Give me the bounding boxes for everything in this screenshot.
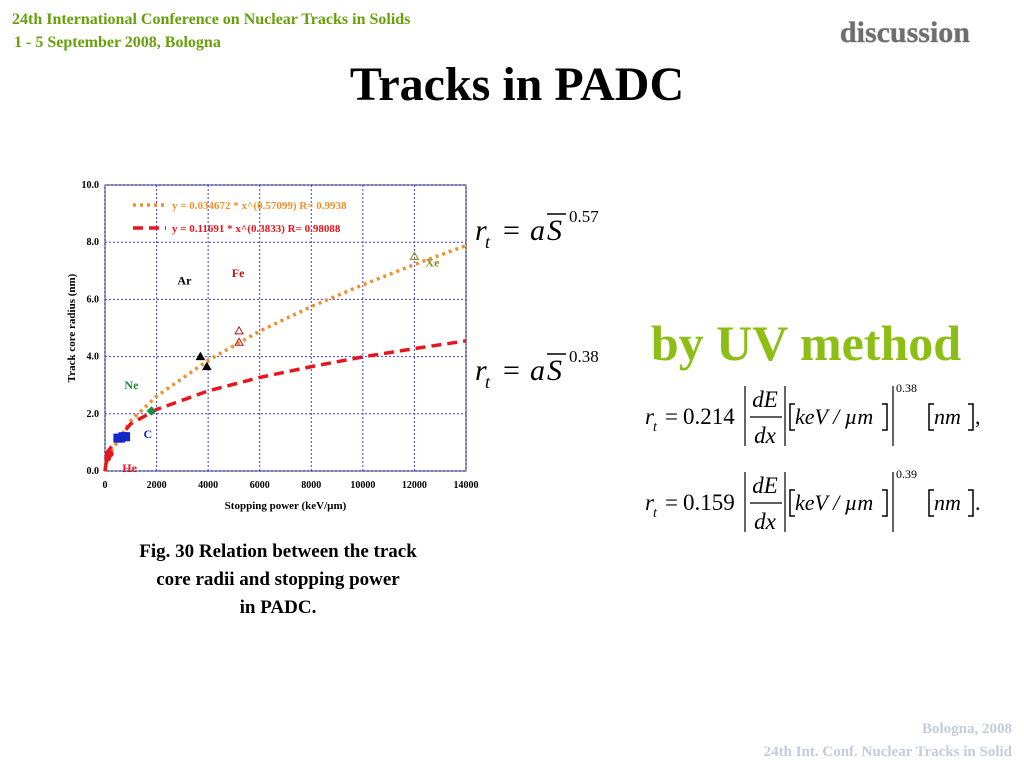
data-point [146, 406, 157, 416]
f-rel: = [665, 404, 678, 429]
y-tick-label: 0.0 [87, 466, 100, 477]
eq-sub: t [485, 232, 491, 252]
eq-lhs: r [475, 214, 487, 247]
f-end: . [975, 490, 981, 515]
conference: 24th International Conference on Nuclear… [12, 11, 410, 28]
caption: Fig. 30 Relation between the track core r… [139, 541, 417, 618]
bracket [968, 403, 974, 431]
eq-var: S [547, 214, 562, 247]
f-end: , [975, 404, 981, 429]
point-label: Xe [425, 256, 440, 270]
f-sub: t [653, 420, 658, 435]
method: by UV method [651, 315, 961, 371]
bracket [882, 489, 888, 517]
data-point [106, 450, 114, 458]
bracket [882, 403, 888, 431]
point-label: C [144, 427, 153, 441]
x-tick-label: 4000 [198, 480, 218, 491]
bracket [789, 489, 795, 517]
bracket [968, 489, 974, 517]
x-tick-label: 10000 [350, 480, 375, 491]
bracket [789, 403, 795, 431]
data-point [234, 325, 244, 335]
point-label: Ar [177, 274, 192, 288]
eq-lhs: r [475, 354, 487, 387]
y-axis-label: Track core radius (nm) [66, 273, 78, 382]
eq-sub: t [485, 372, 491, 392]
y-tick-label: 2.0 [87, 409, 100, 420]
y-tick-label: 8.0 [87, 237, 100, 248]
chart: 0.0 2.0 4.0 6.0 8.0 10.0 0 2000 4000 6000 8000 1000… [66, 180, 479, 512]
f-num: dE [752, 387, 778, 412]
f-exp: 0.39 [896, 467, 917, 481]
footer-place: Bologna, 2008 [922, 721, 1012, 737]
f-lhs: r [645, 404, 655, 429]
data-point [121, 432, 131, 442]
x-tick-label: 12000 [402, 480, 427, 491]
f-unit: keV / µm [795, 404, 873, 429]
data-point [201, 361, 212, 371]
x-axis-label: Stopping power (keV/µm) [225, 500, 347, 512]
legend-label: y = 0.034672 * x^(0.57099) R= 0.9938 [172, 200, 347, 212]
f-den: dx [754, 509, 777, 534]
f-rel: = [665, 490, 678, 515]
f-unit: keV / µm [795, 490, 873, 515]
f-result-unit: nm [934, 490, 961, 515]
eq-rel: = [503, 354, 520, 387]
f-sub: t [653, 506, 658, 521]
f-exp: 0.38 [896, 381, 917, 395]
x-tick-label: 8000 [301, 480, 321, 491]
dates: 1 - 5 September 2008, Bologna [14, 34, 221, 51]
eq-coef: a [530, 354, 545, 387]
plot-area [104, 184, 467, 472]
eq-exp: 0.38 [569, 347, 599, 366]
x-tick-label: 6000 [250, 480, 270, 491]
section: discussion [840, 16, 970, 49]
data-point [195, 351, 206, 361]
point-label: Ne [124, 378, 139, 392]
f-num: dE [752, 473, 778, 498]
f-lhs: r [645, 490, 655, 515]
point-label: He [122, 461, 137, 475]
y-tick-label: 6.0 [87, 294, 100, 305]
eq-exp: 0.57 [569, 207, 599, 226]
data-point [234, 337, 244, 346]
y-tick-label: 10.0 [82, 180, 100, 191]
footer-conference: 24th Int. Conf. Nuclear Tracks in Solid [764, 744, 1013, 760]
f-den: dx [754, 423, 777, 448]
bracket [928, 489, 934, 517]
slide-title: Tracks in PADC [350, 58, 684, 111]
bracket [928, 403, 934, 431]
eq-var: S [547, 354, 562, 387]
x-tick-label: 14000 [454, 480, 479, 491]
y-tick-label: 4.0 [87, 352, 100, 363]
x-tick-label: 2000 [147, 480, 167, 491]
legend-label: y = 0.11691 * x^(0.3833) R= 0.98088 [172, 223, 341, 235]
point-label: Fe [232, 266, 245, 280]
eq-coef: a [530, 214, 545, 247]
f-coef: 0.159 [683, 490, 735, 515]
f-coef: 0.214 [683, 404, 735, 429]
x-tick-label: 0 [103, 480, 108, 491]
f-result-unit: nm [934, 404, 961, 429]
eq-rel: = [503, 214, 520, 247]
data-point [409, 251, 420, 260]
